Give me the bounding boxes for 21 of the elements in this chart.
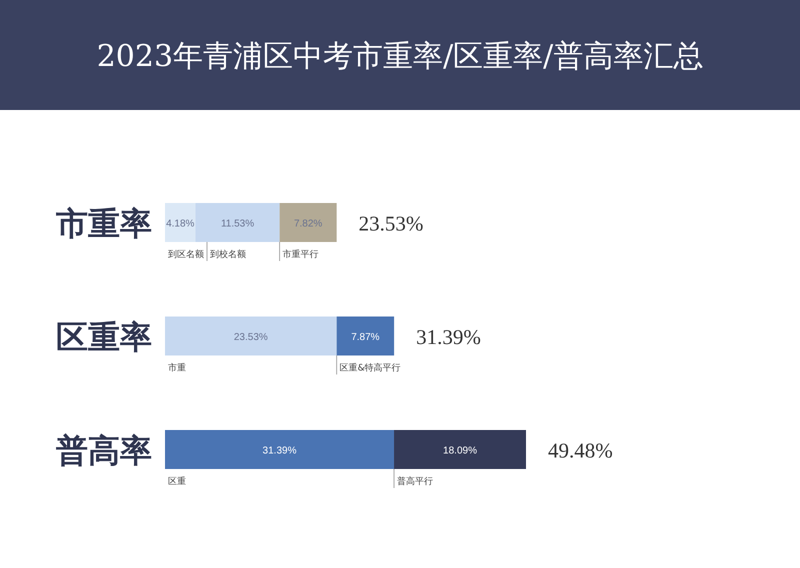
series-label: 区重: [168, 476, 186, 487]
y-tick-label: 市重率: [55, 204, 152, 242]
data-label: 31.39%: [262, 446, 297, 456]
series-label: 市重平行: [282, 249, 319, 260]
y-tick-label: 区重率: [56, 318, 152, 356]
series-label: 到区名额: [168, 249, 204, 260]
series-label: 到校名额: [210, 249, 246, 260]
series-label: 普高平行: [397, 476, 434, 487]
data-label: 4.18%: [166, 218, 195, 230]
data-label: 7.87%: [351, 332, 380, 343]
data-label: 18.09%: [443, 446, 478, 456]
data-label: 23.53%: [234, 332, 268, 343]
series-label: 区重&特高平行: [340, 362, 401, 374]
total-label: 23.53%: [358, 212, 424, 236]
y-tick-label: 普高率: [56, 432, 152, 470]
total-label: 49.48%: [548, 438, 613, 462]
title: 2023年青浦区中考市重率/区重率/普高率汇总: [96, 39, 704, 74]
data-label: 11.53%: [220, 218, 254, 230]
data-label: 7.82%: [294, 218, 322, 230]
total-label: 31.39%: [416, 325, 481, 349]
series-label: 市重: [168, 362, 186, 374]
